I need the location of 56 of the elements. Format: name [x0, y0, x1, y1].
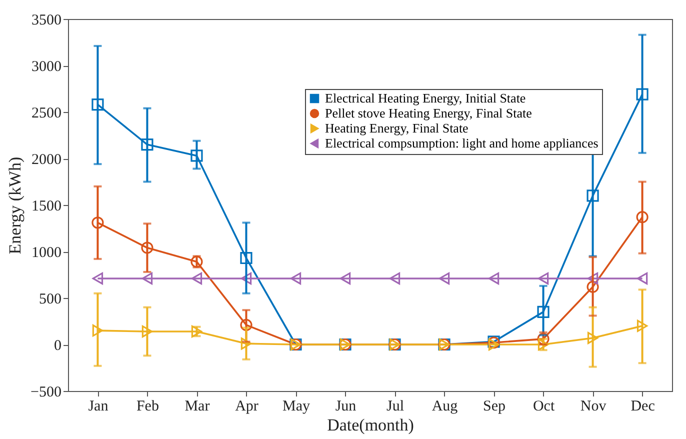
x-tick-label: Apr [235, 398, 258, 414]
point [636, 320, 648, 332]
point [636, 88, 648, 100]
point [240, 272, 252, 285]
point [142, 272, 153, 285]
y-tick-label: 0 [54, 338, 62, 354]
point [240, 318, 252, 332]
y-axis-title: Energy (kWh) [6, 156, 25, 254]
x-tick-label: Dec [630, 398, 656, 414]
point [191, 272, 202, 285]
point [92, 98, 104, 111]
x-tick-label: Jul [386, 398, 404, 414]
y-tick-label: 2500 [32, 106, 62, 122]
x-tick-label: Nov [580, 398, 607, 414]
point [92, 216, 104, 229]
x-axis-title: Date(month) [327, 416, 414, 434]
x-tick-label: Jan [88, 398, 109, 414]
y-tick-label: 3500 [32, 12, 62, 28]
x-tick-label: Aug [432, 398, 458, 414]
y-tick-label: 1500 [32, 198, 62, 214]
point [142, 325, 153, 338]
legend-label: Heating Energy, Final State [325, 120, 469, 136]
legend-label: Electrical Heating Energy, Initial State [325, 90, 526, 106]
point [290, 272, 302, 285]
point [92, 272, 104, 285]
legend-label: Pellet stove Heating Energy, Final State [325, 106, 532, 120]
y-tick-label: −500 [30, 384, 62, 400]
point [389, 272, 400, 285]
y-tick-label: 3000 [32, 59, 62, 75]
x-tick-label: Sep [483, 398, 506, 414]
point [586, 280, 599, 293]
point [636, 211, 648, 224]
point [537, 306, 550, 318]
x-tick-label: Jun [335, 398, 357, 414]
point [586, 190, 599, 202]
y-tick-label: 1000 [32, 245, 62, 261]
legend-label: Electrical compsumption: light and home appliances [325, 136, 598, 150]
point [587, 272, 598, 285]
y-tick-label: 2000 [32, 152, 62, 168]
x-tick-label: Oct [532, 398, 556, 414]
point [240, 338, 252, 350]
point [240, 252, 252, 264]
point [488, 272, 500, 285]
point [92, 324, 104, 337]
point [141, 138, 154, 151]
x-tick-label: Feb [136, 398, 159, 414]
y-tick-label: 500 [39, 292, 62, 308]
point [438, 272, 450, 285]
point [636, 272, 648, 285]
point [587, 332, 598, 344]
point [141, 242, 154, 254]
point [190, 150, 203, 162]
point [340, 272, 351, 285]
point [538, 272, 549, 285]
x-tick-label: Mar [184, 398, 210, 414]
x-tick-label: May [282, 398, 310, 414]
